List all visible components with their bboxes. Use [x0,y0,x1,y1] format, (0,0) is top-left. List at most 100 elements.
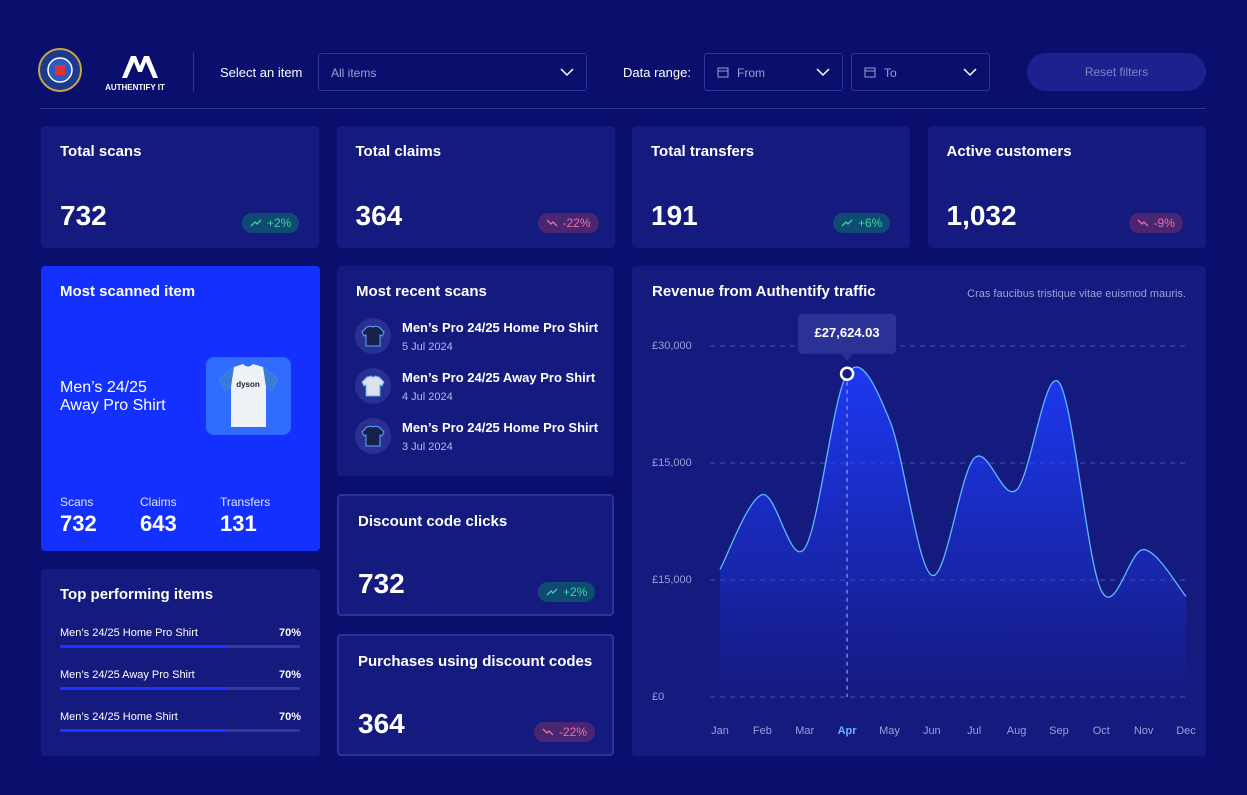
line [719,366,1187,598]
progress-bar [60,645,228,648]
progress-bar [60,687,228,690]
reset-button[interactable]: Reset filters [1027,53,1206,91]
scan-name: Men’s Pro 24/25 Away Pro Shirt [402,370,596,385]
stat-card: Total transfers 191 +6% [632,126,910,248]
badge-text: -22% [562,216,591,230]
change-badge: +2% [538,582,596,602]
trend-line [546,588,558,596]
metric-value: 131 [220,511,257,536]
most-scanned-card: Most scanned item Men’s 24/25 Away Pro S… [41,266,320,551]
change-badge: -22% [534,722,596,742]
trend-line [250,219,262,227]
y-tick-label: £0 [652,691,664,703]
scan-name: Men’s Pro 24/25 Home Pro Shirt [402,420,599,435]
card-title: Purchases using discount codes [358,653,593,670]
trend-line [546,219,557,227]
x-tick-label: Nov [1134,725,1154,737]
thumb-shirt [361,375,385,397]
trend-icon [546,588,558,596]
item-name: Men’s 24/25 [60,379,147,396]
card-title: Top performing items [60,586,214,603]
item-name: Men’s 24/25 Home Pro Shirt [60,627,198,639]
chart: Revenue from Authentify traffic Cras fau… [652,283,1196,737]
area [720,367,1186,697]
tooltip-arrow [841,353,854,361]
discount-clicks-card: Discount code clicks 732 +2% [337,494,614,616]
calendar-icon [717,67,729,78]
progress-bar [60,729,228,732]
card-value: 191 [651,200,698,231]
scan-name: Men’s Pro 24/25 Home Pro Shirt [402,320,599,335]
thumb-shirt [361,425,385,447]
chart-title: Revenue from Authentify traffic [652,283,876,300]
highlight-point [839,366,855,382]
metric-label: Transfers [220,495,271,509]
badge-text: +6% [858,216,883,230]
x-tick-label: Apr [838,725,858,737]
card-value: 364 [355,200,403,231]
card-value: 732 [358,568,405,599]
x-tick-label: Aug [1007,725,1027,737]
select-label: Select an item [220,65,303,80]
chevron [963,68,977,77]
scan-date: 4 Jul 2024 [402,391,453,403]
scan-date: 3 Jul 2024 [402,441,453,453]
metric-value: 643 [140,511,177,536]
dropdown-value: All items [331,66,377,80]
item-dropdown[interactable]: All items [318,53,587,91]
item-percent: 70% [278,627,301,639]
chart-subtitle: Cras faucibus tristique vitae euismod ma… [967,288,1186,300]
x-tick-label: Sep [1049,725,1069,737]
item-name: Men’s 24/25 Home Shirt [60,711,178,723]
item-name: Away Pro Shirt [60,397,166,414]
from-date[interactable]: From [704,53,843,91]
trend-icon [1137,219,1148,227]
card-title: Discount code clicks [358,513,508,530]
to-text: To [884,66,897,80]
stat-card: Active customers 1,032 -9% [927,126,1206,248]
badge-text: -22% [559,725,588,739]
tooltip-box [798,313,897,354]
trend-icon [542,728,554,736]
x-tick-label: Oct [1093,725,1110,737]
card-title: Total claims [355,143,442,160]
card-title: Most recent scans [356,283,487,300]
thumb-shirt [361,325,385,347]
card-title: Most scanned item [60,283,196,300]
scan-thumb [355,368,391,404]
badge-text: +2% [563,585,588,599]
top-items-card: Top performing items Men’s 24/25 Home Pr… [41,569,320,756]
range-label: Data range: [623,65,691,80]
trend-icon [546,219,557,227]
trend-line [1137,219,1148,227]
x-tick-label: Dec [1176,725,1196,737]
tooltip-text: £27,624.03 [815,325,880,340]
brand-mark [122,56,158,78]
card-value: 1,032 [946,200,1017,231]
discount-purchases-card: Purchases using discount codes 364 -22% [337,634,614,756]
metric-label: Scans [60,495,94,509]
trend-line [542,728,554,736]
trend-icon [841,219,853,227]
card-title: Total scans [60,143,142,160]
badge-text: -9% [1153,216,1175,230]
brand-name: AUTHENTIFY IT [105,83,165,92]
card-value: 364 [358,708,405,739]
logos: AUTHENTIFY IT [38,48,165,92]
y-tick-label: £15,000 [652,457,692,469]
item-name: Men’s 24/25 Away Pro Shirt [60,669,195,681]
to-date[interactable]: To [851,53,990,91]
x-tick-label: Jun [923,725,941,737]
x-tick-label: Jul [967,725,981,737]
y-tick-label: £15,000 [652,574,692,586]
chevron [816,68,830,77]
metric-label: Claims [140,495,177,509]
from-text: From [737,66,765,80]
change-badge: +2% [242,213,300,233]
stat-card: Total claims 364 -22% [336,126,615,248]
scan-thumb [355,418,391,454]
x-tick-label: Jan [711,725,729,737]
scan-thumb [355,318,391,354]
badge-text: +2% [267,216,292,230]
change-badge: -22% [537,213,599,233]
